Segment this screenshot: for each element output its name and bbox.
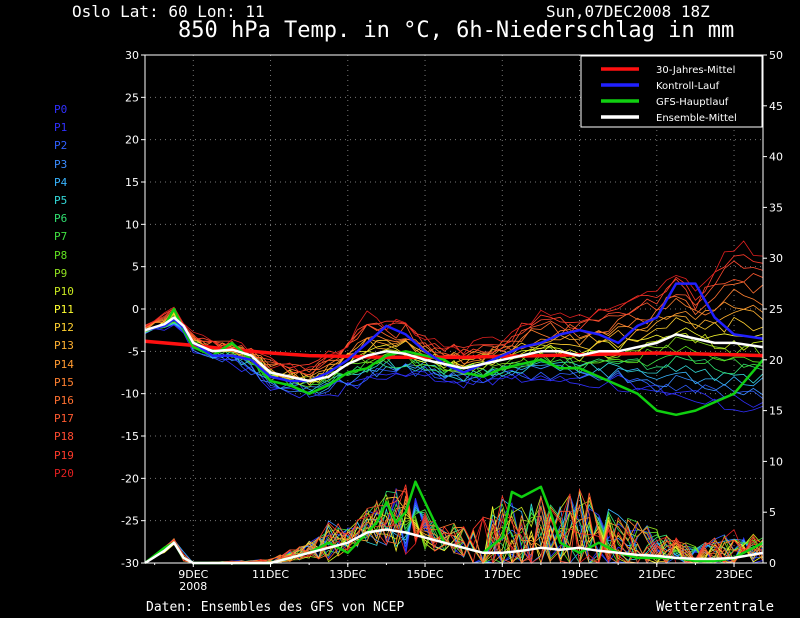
brand-name: Wetterzentrale (656, 599, 775, 615)
ensemble-member-label: P11 (54, 303, 74, 317)
ensemble-member-label: P16 (54, 394, 74, 407)
y-right-tick-label: 30 (769, 252, 783, 265)
ensemble-member-label: P9 (54, 266, 68, 280)
member-temperature-line (144, 323, 764, 396)
ensemble-member-label: P3 (54, 157, 68, 171)
axes: -30 -25 -20 -15 -10 -5 0 5 10 15 20 25 30 0 5 10 15 20 25 3… (121, 49, 783, 593)
x-tick-year-label: 2008 (179, 580, 207, 593)
y-left-tick-label: 5 (132, 261, 139, 274)
y-right-tick-label: 45 (769, 100, 783, 113)
ensemble-member-list: P0 P1 P2 P3 P4 P5 P6 P7 P8 P9 P10 P11 P12 P13 P14 P15 P1… (54, 101, 74, 483)
y-left-tick-label: 0 (132, 303, 139, 316)
location-header: Oslo Lat: 60 Lon: 11 (72, 2, 265, 21)
ensemble-member-label: P7 (54, 230, 68, 244)
y-left-tick-label: -20 (121, 472, 139, 485)
member-temperature-line (144, 260, 764, 376)
y-left-tick-label: 15 (125, 176, 139, 189)
legend: 30-Jahres-Mittel Kontroll-Lauf GFS-Hauptla… (580, 55, 763, 128)
ensemble-member-label: P10 (54, 284, 74, 298)
x-tick-label: 9DEC (178, 568, 208, 581)
y-right-tick-label: 20 (769, 354, 783, 367)
x-tick-label: 17DEC (484, 568, 521, 581)
ensemble-member-label: P1 (54, 121, 68, 135)
ensemble-member-label: P15 (54, 375, 74, 389)
y-right-tick-label: 5 (769, 506, 776, 519)
y-left-tick-label: 20 (125, 134, 139, 147)
ensemble-member-label: P5 (54, 193, 68, 207)
ensemble-member-label: P20 (54, 466, 74, 480)
y-left-tick-label: 10 (125, 218, 139, 231)
x-tick-label: 23DEC (715, 568, 752, 581)
series-layer (144, 240, 764, 565)
model-run-time: Sun,07DEC2008 18Z (546, 2, 710, 21)
member-temperature-line (144, 254, 764, 369)
y-left-tick-label: -30 (121, 557, 139, 570)
y-right-tick-label: 25 (769, 303, 783, 316)
y-right-tick-label: 40 (769, 151, 783, 164)
y-right-tick-label: 35 (769, 201, 783, 214)
y-right-tick-label: 0 (769, 557, 776, 570)
ensemble-member-label: P2 (54, 139, 68, 153)
y-left-tick-label: -5 (128, 345, 139, 358)
ensemble-member-label: P4 (54, 175, 68, 189)
y-left-tick-label: -15 (121, 430, 139, 443)
chart-title: 850 hPa Temp. in °C, 6h-Niederschlag in … (178, 18, 735, 43)
ensemble-member-label: P13 (54, 339, 74, 353)
x-tick-label: 19DEC (561, 568, 598, 581)
y-left-tick-label: 30 (125, 49, 139, 62)
grid (145, 55, 763, 563)
ensemble-member-label: P17 (54, 412, 74, 426)
y-left-tick-label: -10 (121, 388, 139, 401)
x-tick-label: 13DEC (329, 568, 366, 581)
member-temperature-line (144, 324, 764, 408)
y-right-tick-label: 15 (769, 405, 783, 418)
ensemble-member-label: P19 (54, 448, 74, 462)
ensemble-member-label: P12 (54, 321, 74, 335)
legend-label: Ensemble-Mittel (656, 113, 737, 124)
x-tick-label: 21DEC (638, 568, 675, 581)
y-left-tick-label: -25 (121, 515, 139, 528)
legend-label: GFS-Hauptlauf (656, 97, 729, 108)
ensemble-member-label: P0 (54, 103, 68, 116)
x-tick-label: 11DEC (252, 568, 289, 581)
x-tick-label: 15DEC (406, 568, 443, 581)
climate-mean-line (144, 339, 764, 360)
ensemble-mean-temperature-line (144, 316, 764, 383)
member-temperature-line (144, 323, 764, 400)
legend-label: 30-Jahres-Mittel (656, 65, 735, 76)
y-right-tick-label: 50 (769, 49, 783, 62)
y-left-tick-label: 25 (125, 91, 139, 104)
ensemble-member-label: P14 (54, 357, 74, 371)
y-right-tick-label: 10 (769, 455, 783, 468)
data-source: Daten: Ensembles des GFS von NCEP (146, 600, 405, 615)
member-temperature-line (144, 322, 764, 394)
ensemble-member-label: P6 (54, 212, 68, 226)
ensemble-member-label: P8 (54, 248, 68, 262)
ensemble-member-label: P18 (54, 430, 74, 444)
legend-label: Kontroll-Lauf (656, 81, 720, 92)
